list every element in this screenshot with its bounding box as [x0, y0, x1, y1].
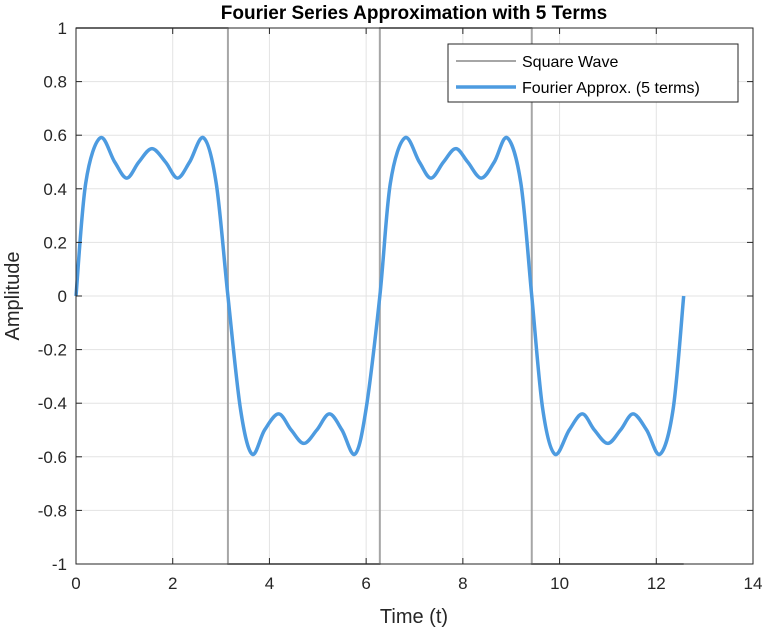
chart-title: Fourier Series Approximation with 5 Term…	[221, 3, 607, 24]
y-tick-label: 1	[58, 19, 67, 38]
x-tick-label: 12	[647, 574, 666, 593]
y-tick-label: 0.4	[43, 180, 67, 199]
y-tick-label: -0.4	[38, 394, 67, 413]
y-tick-label: 0.6	[43, 126, 67, 145]
y-tick-label: -0.6	[38, 448, 67, 467]
x-tick-label: 8	[458, 574, 467, 593]
x-tick-label: 14	[744, 574, 763, 593]
legend: Square Wave Fourier Approx. (5 terms)	[447, 43, 739, 103]
series-line-1	[74, 135, 686, 457]
y-tick-label: -0.2	[38, 341, 67, 360]
x-tick-label: 6	[361, 574, 370, 593]
series-layer	[74, 27, 686, 565]
y-tick-label: -0.8	[38, 501, 67, 520]
x-tick-label: 4	[265, 574, 274, 593]
y-tick-label: 0.2	[43, 233, 67, 252]
y-tick-label: 0	[58, 287, 67, 306]
x-tick-label: 2	[168, 574, 177, 593]
x-tick-label: 0	[71, 574, 80, 593]
y-tick-label: -1	[52, 555, 67, 574]
x-axis-label: Time (t)	[380, 606, 448, 628]
legend-label-0: Square Wave	[522, 54, 618, 71]
x-tick-label: 10	[550, 574, 569, 593]
y-axis-label: Amplitude	[2, 252, 24, 341]
legend-label-1: Fourier Approx. (5 terms)	[522, 80, 700, 97]
y-tick-label: 0.8	[43, 73, 67, 92]
legend-box	[447, 43, 739, 103]
ticks: 0 2 4 6 8 10 12 14 -1 -0.8 -0.6 -0.4 -0.2 0 0.2 0.4 0.6 0…	[38, 19, 763, 593]
